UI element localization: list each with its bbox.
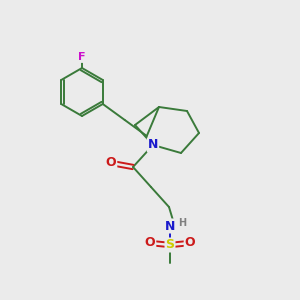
Text: H: H [178, 218, 186, 228]
Text: F: F [78, 52, 86, 62]
Text: N: N [165, 220, 175, 232]
Text: O: O [185, 236, 195, 250]
Text: O: O [106, 157, 116, 169]
Text: S: S [166, 238, 175, 251]
Text: N: N [148, 139, 158, 152]
Text: O: O [145, 236, 155, 250]
